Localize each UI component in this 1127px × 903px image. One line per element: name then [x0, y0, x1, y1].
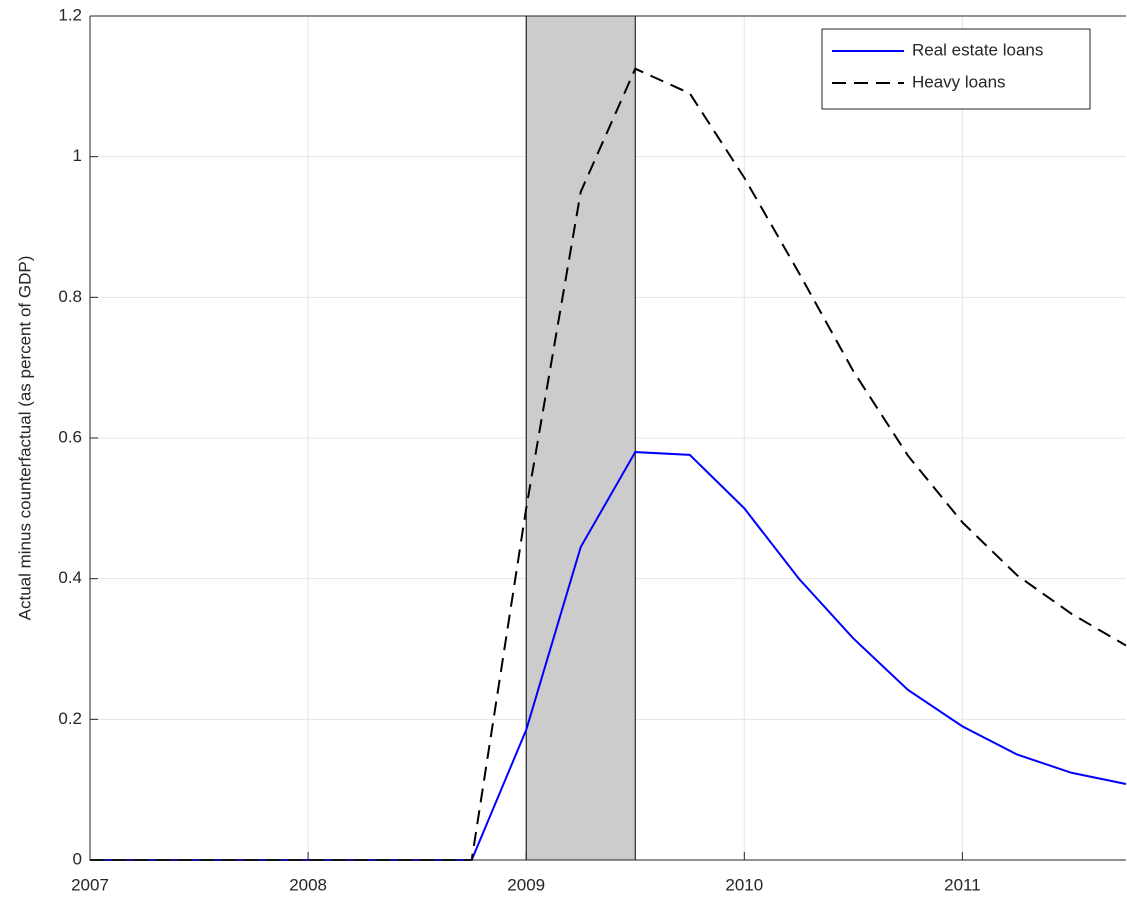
x-tick-label: 2008 [289, 875, 327, 894]
x-tick-label: 2011 [944, 875, 981, 894]
legend-label: Real estate loans [912, 40, 1043, 59]
x-tick-label: 2009 [507, 875, 545, 894]
y-tick-label: 0.6 [58, 427, 82, 446]
axes-box [89, 15, 1126, 861]
y-axis-label: Actual minus counterfactual (as percent … [15, 256, 34, 621]
y-tick-label: 0.4 [58, 568, 82, 587]
y-tick-label: 1 [73, 146, 82, 165]
legend-box [821, 28, 1091, 110]
legend-label: Heavy loans [912, 72, 1006, 91]
x-tick-label: 2007 [71, 875, 109, 894]
y-tick-label: 0 [73, 849, 82, 868]
series-line [90, 67, 1127, 861]
y-tick-label: 0.2 [58, 709, 82, 728]
shaded-region [525, 15, 636, 861]
y-tick-label: 0.8 [58, 287, 82, 306]
y-tick-label: 1.2 [58, 5, 82, 24]
x-tick-label: 2010 [725, 875, 763, 894]
